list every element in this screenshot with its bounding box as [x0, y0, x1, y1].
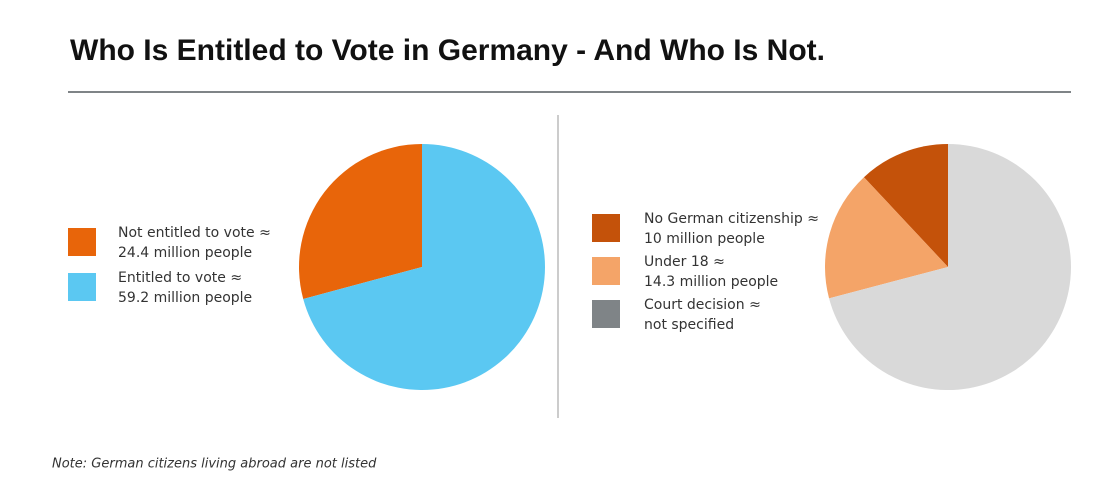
- legend-swatch: [68, 273, 96, 301]
- legend-swatch: [68, 228, 96, 256]
- pie-slice: [863, 144, 948, 267]
- legend-value: 10 million people: [644, 231, 765, 247]
- legend-swatch: [592, 300, 620, 328]
- legend-value: 24.4 million people: [118, 245, 252, 261]
- note: Note: German citizens living abroad are …: [52, 457, 377, 472]
- legend-swatch: [592, 257, 620, 285]
- pie-slice: [825, 177, 948, 299]
- legend-label: Court decision ≈: [644, 297, 761, 313]
- legend-value: 59.2 million people: [118, 290, 252, 306]
- pie-slice: [303, 144, 545, 390]
- legend-label: Under 18 ≈: [644, 254, 725, 270]
- title: Who Is Entitled to Vote in Germany - And…: [70, 34, 825, 67]
- legend-value: not specified: [644, 317, 734, 333]
- legend-swatch: [592, 214, 620, 242]
- legend-label: No German citizenship ≈: [644, 211, 819, 227]
- legend-value: 14.3 million people: [644, 274, 778, 290]
- legend-label: Entitled to vote ≈: [118, 270, 242, 286]
- pie-slice: [298, 144, 422, 299]
- legend-label: Not entitled to vote ≈: [118, 225, 271, 241]
- pie-slice: [829, 144, 1071, 390]
